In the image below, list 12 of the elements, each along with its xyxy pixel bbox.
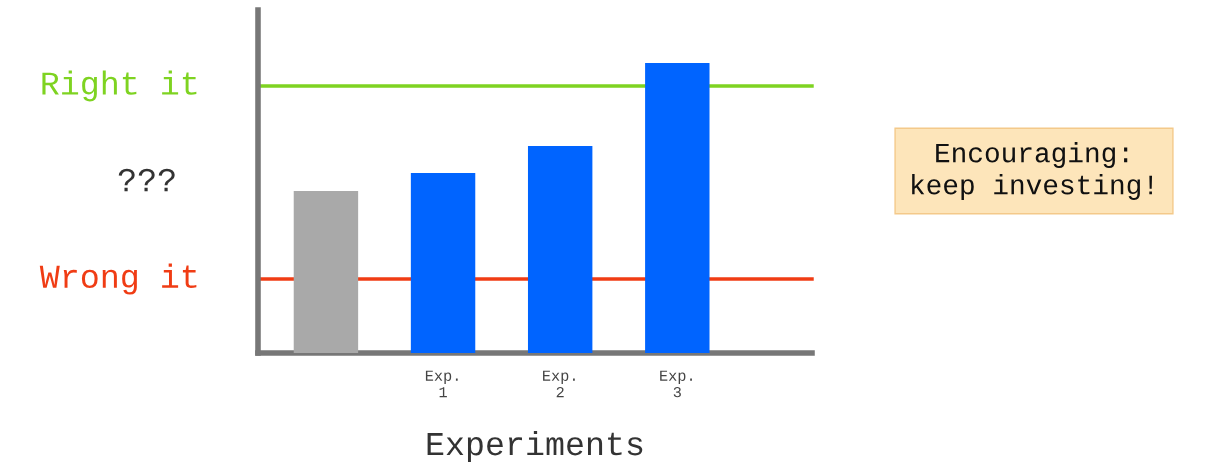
bar bbox=[527, 145, 593, 353]
x-tick-label: Exp. 1 bbox=[425, 370, 458, 398]
text: ??? bbox=[118, 168, 175, 192]
text: Encouraging: keep investing! bbox=[912, 142, 1153, 200]
bar bbox=[293, 190, 359, 353]
bar bbox=[410, 172, 476, 353]
x-tick-label: Exp. 2 bbox=[543, 370, 575, 398]
ref-line-label: Wrong it bbox=[39, 263, 197, 295]
x-axis-title: Experiments bbox=[427, 430, 643, 462]
ref-line-label: Right it bbox=[42, 70, 197, 102]
bar bbox=[645, 63, 710, 353]
x-tick-label: Exp. 3 bbox=[660, 370, 692, 398]
